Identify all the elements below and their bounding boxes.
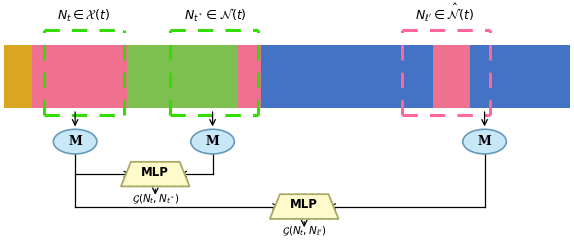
Polygon shape bbox=[121, 162, 189, 186]
Ellipse shape bbox=[463, 129, 506, 154]
Text: MLP: MLP bbox=[290, 198, 318, 211]
Text: M: M bbox=[478, 135, 491, 148]
Bar bbox=[3, 45, 32, 108]
Bar bbox=[470, 45, 571, 108]
Bar bbox=[238, 45, 261, 108]
Polygon shape bbox=[270, 194, 339, 219]
Text: M: M bbox=[68, 135, 82, 148]
Bar bbox=[32, 45, 127, 108]
Text: $\mathcal{G}(N_t, N_{t^*})$: $\mathcal{G}(N_t, N_{t^*})$ bbox=[131, 192, 179, 206]
Text: $N_{t^*} \in \mathcal{N}(t)$: $N_{t^*} \in \mathcal{N}(t)$ bbox=[184, 7, 247, 24]
Bar bbox=[261, 45, 433, 108]
Bar bbox=[433, 45, 470, 108]
Bar bbox=[127, 45, 238, 108]
Text: MLP: MLP bbox=[141, 166, 169, 179]
Text: $\mathcal{G}(N_t, N_{\ell'})$: $\mathcal{G}(N_t, N_{\ell'})$ bbox=[282, 225, 327, 238]
Text: $N_t \in \mathcal{X}(t)$: $N_t \in \mathcal{X}(t)$ bbox=[57, 8, 110, 24]
Ellipse shape bbox=[191, 129, 234, 154]
Text: $N_{\ell'} \in \hat{\mathcal{N}}(t)$: $N_{\ell'} \in \hat{\mathcal{N}}(t)$ bbox=[415, 2, 474, 24]
Text: M: M bbox=[205, 135, 219, 148]
Ellipse shape bbox=[53, 129, 97, 154]
